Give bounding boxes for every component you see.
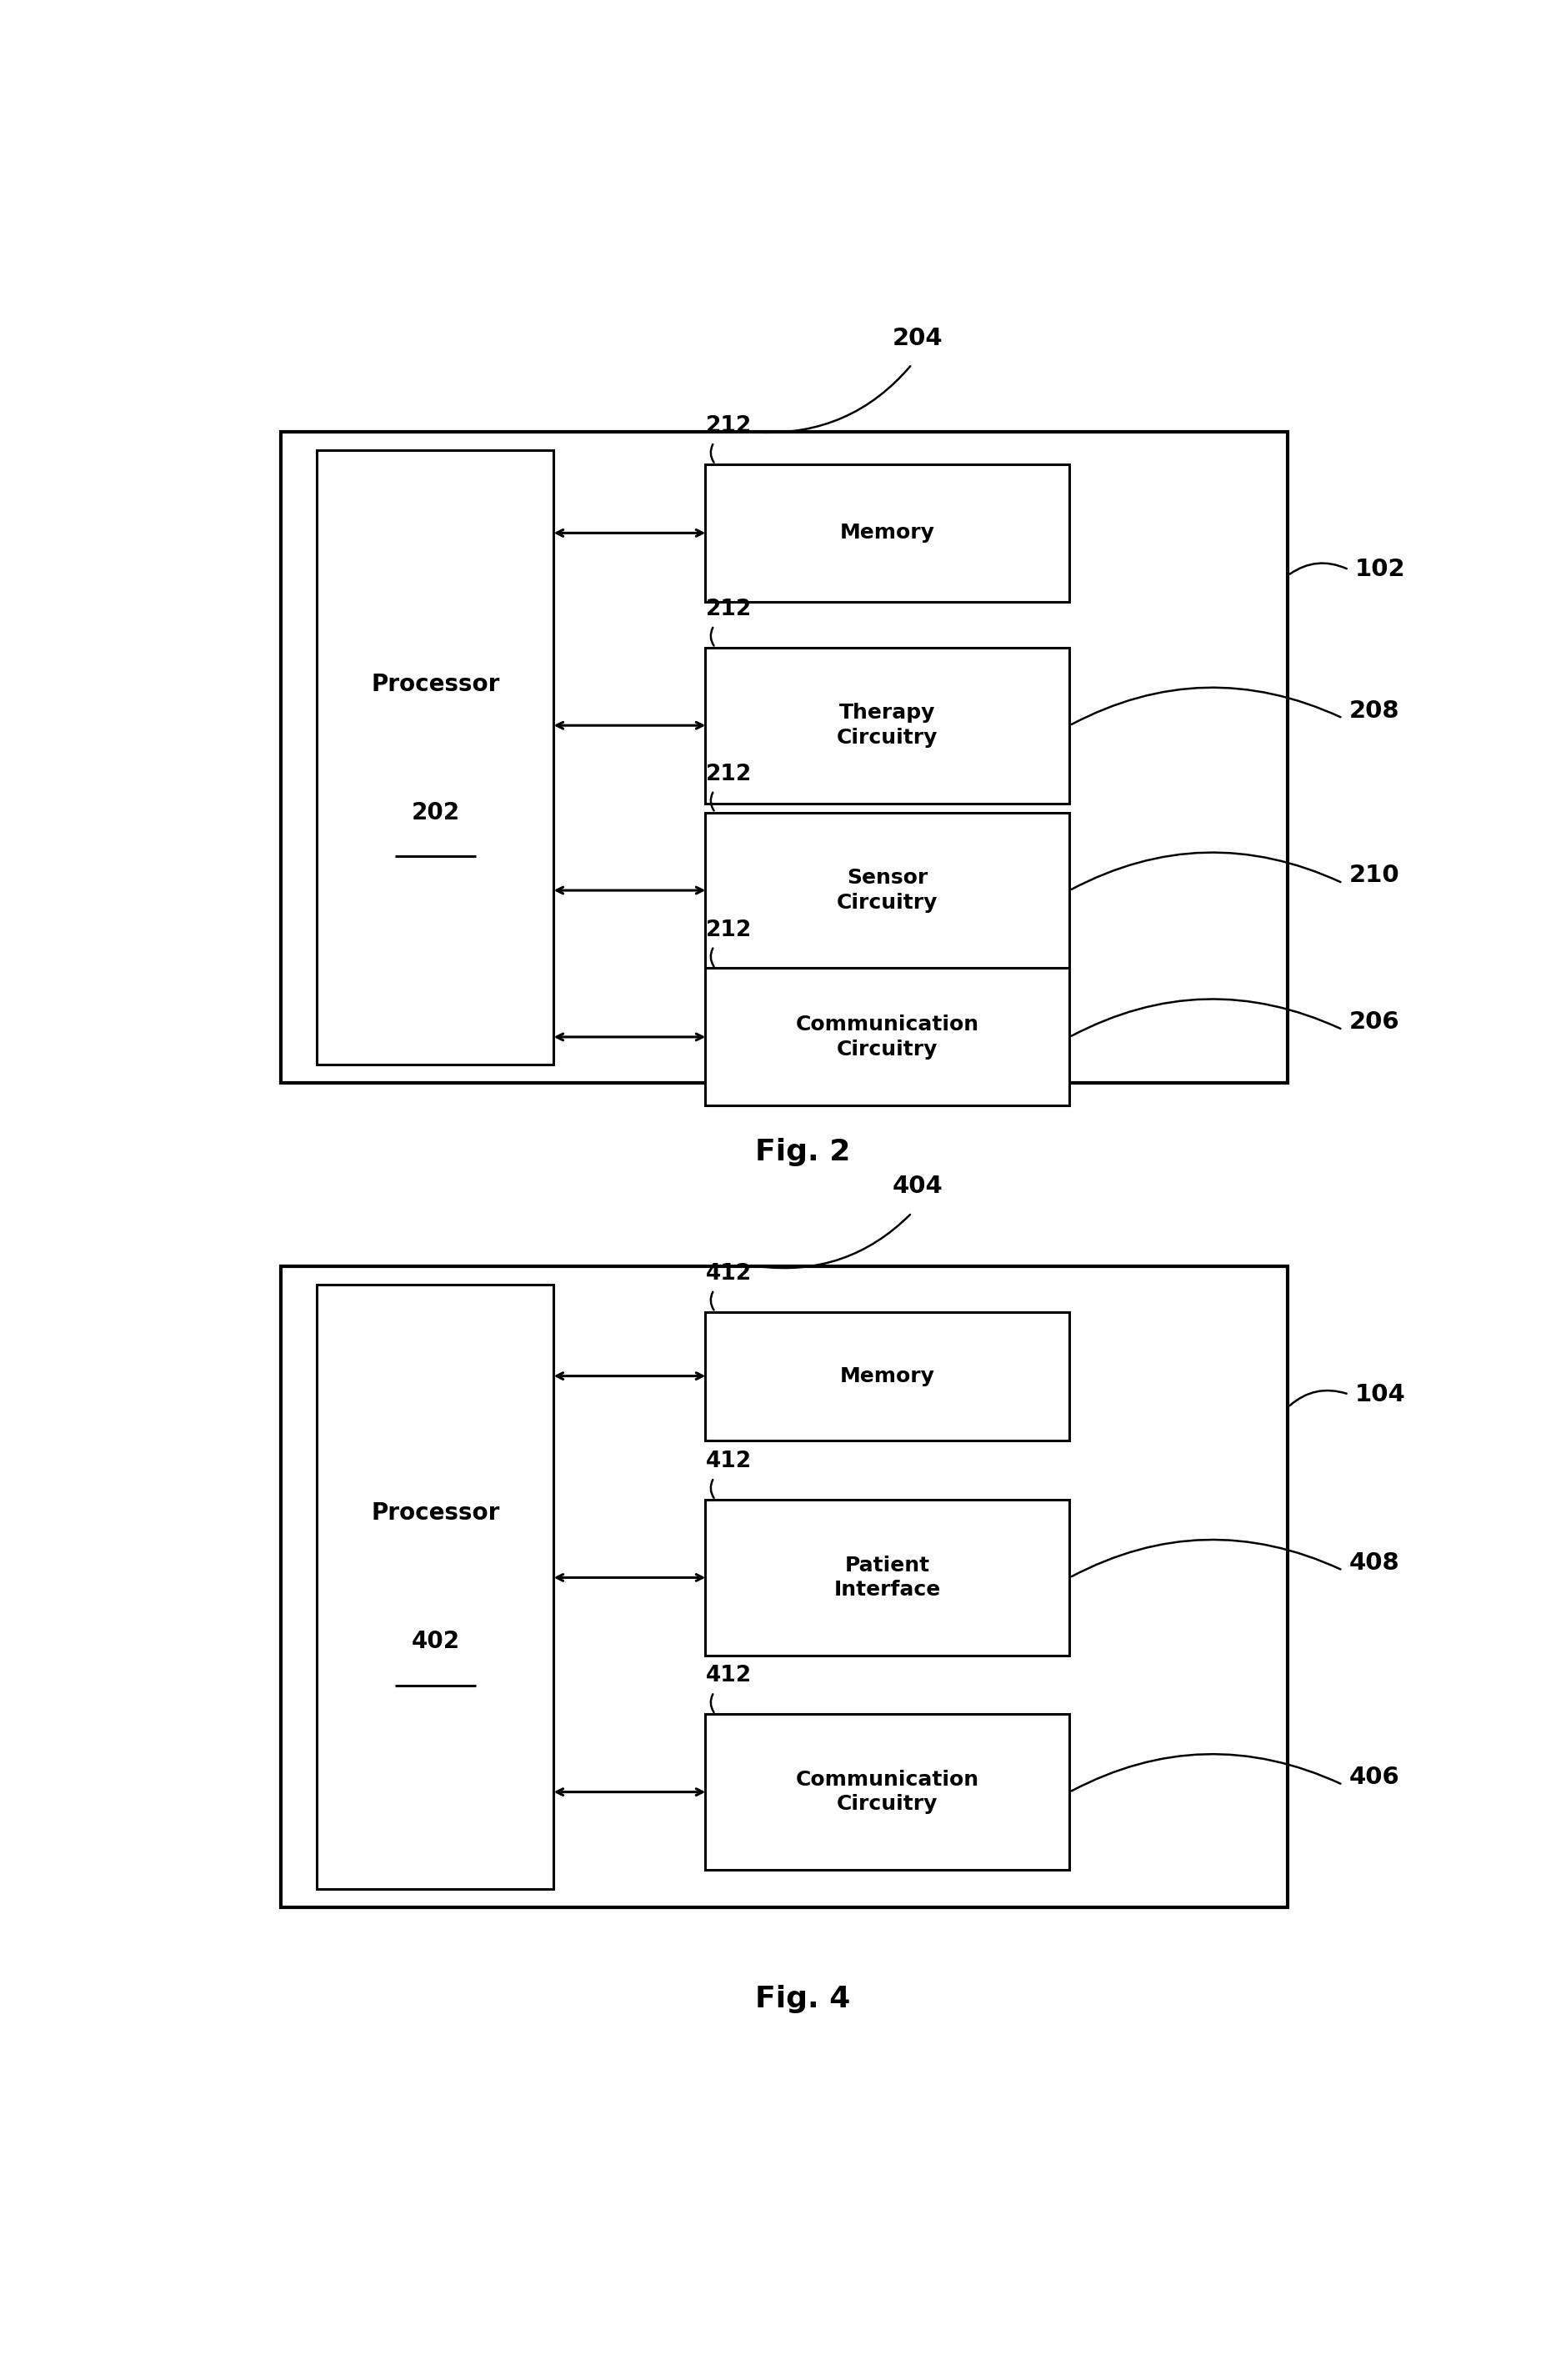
FancyArrowPatch shape <box>1071 688 1340 724</box>
Bar <box>705 647 1070 804</box>
FancyArrowPatch shape <box>1071 1540 1340 1576</box>
Text: Sensor
Circuitry: Sensor Circuitry <box>836 869 938 914</box>
Text: 408: 408 <box>1348 1552 1400 1576</box>
Text: 202: 202 <box>412 800 460 823</box>
FancyArrowPatch shape <box>711 628 714 645</box>
Bar <box>705 812 1070 969</box>
Text: 206: 206 <box>1348 1012 1400 1033</box>
Text: 204: 204 <box>893 326 943 350</box>
Text: Therapy
Circuitry: Therapy Circuitry <box>836 702 938 747</box>
FancyArrowPatch shape <box>711 793 714 812</box>
Bar <box>705 464 1070 602</box>
FancyArrowPatch shape <box>711 445 714 462</box>
Text: 412: 412 <box>705 1264 752 1285</box>
Text: 402: 402 <box>412 1630 460 1654</box>
FancyArrowPatch shape <box>711 1292 714 1309</box>
Bar <box>316 450 554 1064</box>
FancyArrowPatch shape <box>711 947 714 966</box>
Text: 210: 210 <box>1348 864 1400 888</box>
FancyArrowPatch shape <box>711 1695 714 1711</box>
Text: 102: 102 <box>1355 557 1405 581</box>
FancyArrowPatch shape <box>711 1480 714 1497</box>
Text: Memory: Memory <box>839 1366 935 1385</box>
FancyArrowPatch shape <box>1071 1000 1340 1035</box>
Text: 104: 104 <box>1355 1383 1405 1407</box>
Bar <box>705 969 1070 1107</box>
FancyArrowPatch shape <box>758 367 910 433</box>
Text: 212: 212 <box>705 597 752 621</box>
Text: 208: 208 <box>1348 700 1398 724</box>
Bar <box>316 1285 554 1890</box>
Bar <box>705 1499 1070 1656</box>
Text: 412: 412 <box>705 1449 752 1473</box>
Text: 212: 212 <box>705 919 752 940</box>
Text: Patient
Interface: Patient Interface <box>835 1554 941 1599</box>
FancyArrowPatch shape <box>1071 1754 1340 1790</box>
Text: Processor: Processor <box>371 674 500 695</box>
Bar <box>280 1266 1287 1906</box>
FancyArrowPatch shape <box>1290 1390 1347 1407</box>
Text: 406: 406 <box>1348 1766 1400 1790</box>
Text: Communication
Circuitry: Communication Circuitry <box>796 1771 979 1814</box>
Bar <box>705 1311 1070 1440</box>
Bar <box>280 433 1287 1083</box>
Text: 404: 404 <box>893 1176 943 1197</box>
Text: Processor: Processor <box>371 1502 500 1526</box>
Text: Fig. 4: Fig. 4 <box>755 1985 850 2013</box>
Text: Communication
Circuitry: Communication Circuitry <box>796 1014 979 1059</box>
Text: 212: 212 <box>705 764 752 785</box>
FancyArrowPatch shape <box>1290 564 1347 574</box>
FancyArrowPatch shape <box>758 1214 910 1269</box>
Text: 412: 412 <box>705 1666 752 1687</box>
FancyArrowPatch shape <box>1071 852 1340 890</box>
Text: Memory: Memory <box>839 524 935 543</box>
Text: Fig. 2: Fig. 2 <box>755 1138 850 1166</box>
Text: 212: 212 <box>705 414 752 438</box>
Bar <box>705 1714 1070 1871</box>
